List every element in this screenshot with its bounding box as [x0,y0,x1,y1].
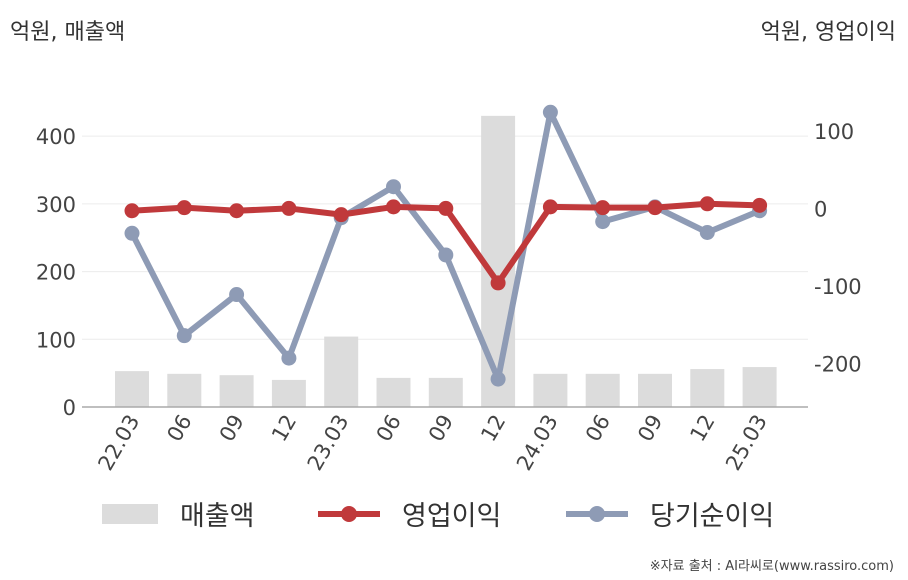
legend: 매출액 영업이익 당기순이익 [0,494,908,534]
legend-item-operating-profit: 영업이익 [318,494,501,533]
data-point [699,224,715,240]
data-point [281,350,297,366]
x-tick-label: 09 [215,411,249,446]
data-point [647,200,663,216]
x-tick-label: 22.03 [93,411,144,475]
bar [324,336,359,407]
legend-swatch-sales [102,503,158,524]
right-axis-ticks: -200 -100 0 100 [814,120,862,377]
bar [585,373,620,407]
x-tick-label: 09 [424,411,458,446]
data-point [176,328,192,344]
data-point [229,203,245,219]
bar [167,373,202,407]
legend-item-net-income: 당기순이익 [566,494,774,533]
x-tick-label: 06 [162,411,196,446]
legend-label-net-income: 당기순이익 [650,501,775,532]
x-tick-label: 12 [267,411,301,446]
gridlines [82,135,808,340]
right-tick-label: 0 [814,197,827,221]
data-point [333,207,349,223]
bar [115,371,149,407]
data-point [595,214,611,230]
left-tick-label: 100 [36,328,76,352]
x-tick-label: 06 [581,411,615,446]
data-point [438,247,454,263]
x-tick-label: 23.03 [303,411,354,475]
data-point [124,203,140,219]
x-tick-label: 24.03 [512,411,563,475]
bar-series-sales [115,115,777,408]
left-tick-label: 200 [36,261,76,285]
data-point [281,200,297,216]
data-point [229,287,245,303]
right-tick-label: -200 [814,353,862,377]
right-axis-unit: 억원, 영업이익 [760,20,896,45]
right-tick-label: -100 [814,275,862,299]
legend-label-operating-profit: 영업이익 [402,501,502,532]
left-axis-unit: 억원, 매출액 [10,20,126,45]
legend-label-sales: 매출액 [180,501,255,532]
data-point [595,200,611,216]
x-tick-label: 06 [372,411,406,446]
legend-swatch-net-income [566,504,628,524]
left-tick-label: 400 [36,125,76,149]
data-point [542,199,558,215]
bar [428,377,463,407]
x-axis-ticks: 22.03 06 09 12 23.03 06 09 12 24.03 06 09 12 25.03 [93,410,771,474]
line-series [124,104,768,387]
bar [219,375,254,407]
data-point [752,197,768,213]
data-point [386,199,401,215]
data-point [438,200,454,216]
data-point [124,225,140,241]
x-tick-label: 09 [633,411,667,446]
bar [742,367,777,407]
data-point [490,275,506,291]
legend-swatch-operating-profit [318,504,380,524]
source-credit: ※자료 출처 : AI라씨로(www.rassiro.com) [649,559,894,574]
bar [271,379,306,407]
bar [638,373,672,407]
left-tick-label: 0 [63,396,76,420]
data-point [490,371,506,387]
left-tick-label: 300 [36,193,76,217]
bar [533,373,568,407]
data-point [176,200,192,216]
data-point [542,104,558,120]
legend-item-sales: 매출액 [102,494,255,533]
data-point [699,196,715,212]
bar [376,377,411,407]
bar [690,369,725,407]
x-tick-label: 12 [476,410,510,445]
x-tick-label: 12 [685,411,719,446]
data-point [386,179,401,195]
x-tick-label: 25.03 [721,411,772,475]
left-axis-ticks: 0 100 200 300 400 [36,125,76,420]
right-tick-label: 100 [814,120,854,144]
